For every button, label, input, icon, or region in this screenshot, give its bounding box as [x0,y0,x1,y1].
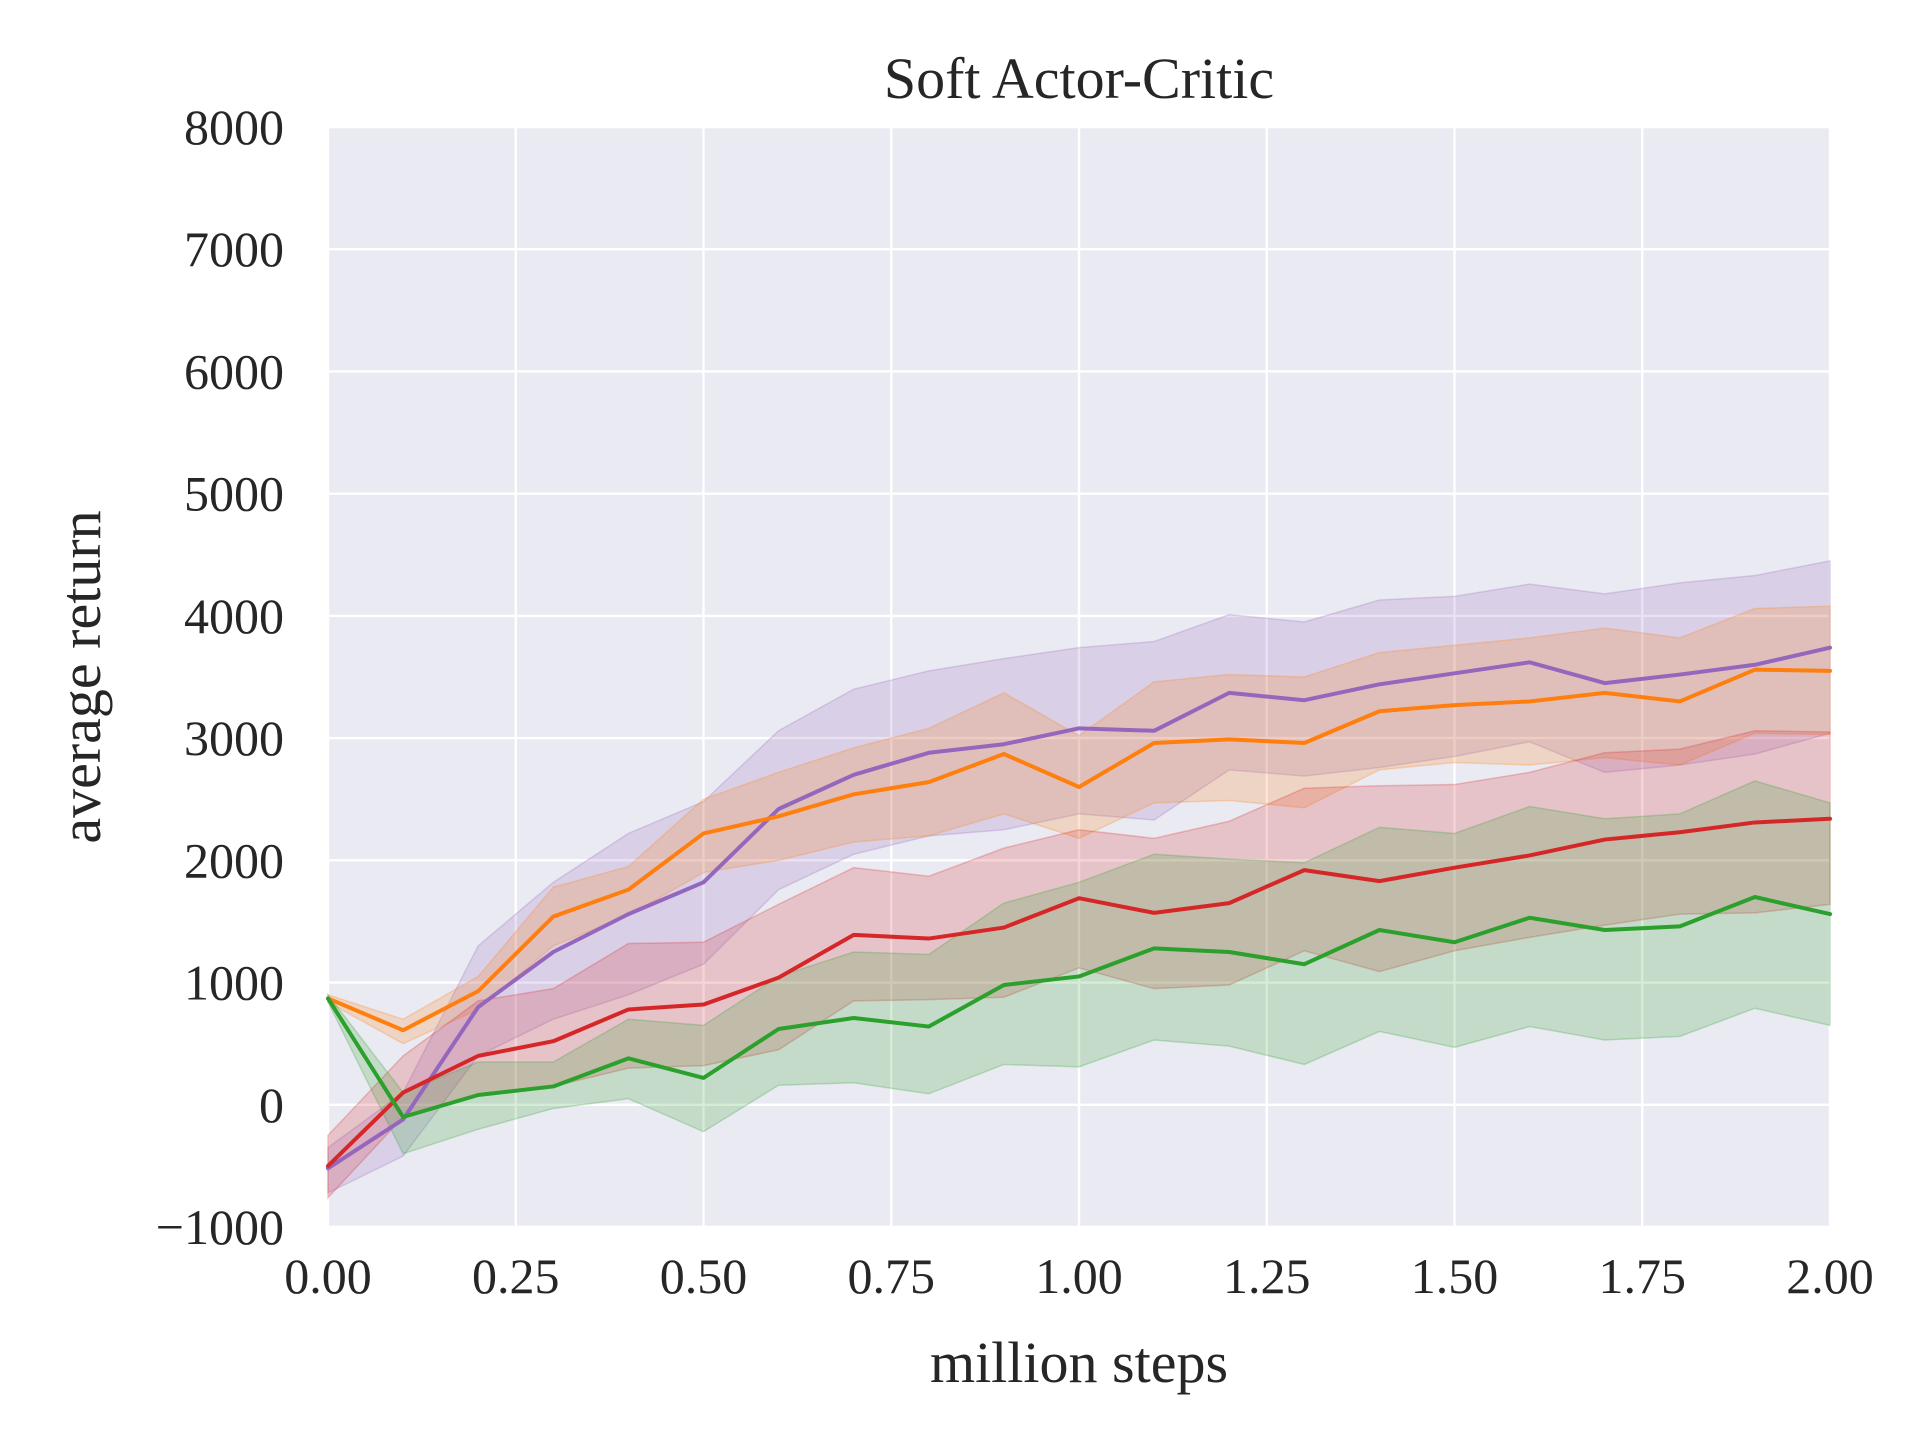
series-lines [326,645,1832,1171]
y-tick-label: 8000 [184,99,284,155]
x-tick-label: 0.00 [284,1248,372,1304]
series-line [326,816,1832,1168]
x-tick-label: 2.00 [1786,1248,1874,1304]
x-tick-label: 1.00 [1035,1248,1123,1304]
x-tick-labels: 0.00 0.25 0.50 0.75 1.00 1.25 1.50 1.75 2.00 [284,1248,1874,1304]
y-tick-label: 6000 [184,343,284,399]
y-tick-label: 3000 [184,710,284,766]
series-line [326,667,1832,1033]
chart-title: Soft Actor-Critic [884,46,1274,111]
confidence-band [327,780,1831,1155]
confidence-band [327,605,1831,1045]
x-tick-label: 1.50 [1411,1248,1499,1304]
y-tick-label: 1000 [184,955,284,1011]
y-tick-label: 5000 [184,466,284,522]
y-tick-label: 0 [259,1077,284,1133]
x-tick-label: 1.75 [1599,1248,1687,1304]
series-line [326,645,1832,1171]
x-axis-label: million steps [930,1330,1228,1395]
y-tick-label: 7000 [184,221,284,277]
series-line [326,895,1832,1119]
x-tick-label: 0.75 [848,1248,936,1304]
grid [326,125,1832,1229]
x-tick-label: 0.50 [660,1248,748,1304]
x-tick-label: 0.25 [472,1248,560,1304]
confidence-bands [327,559,1831,1200]
confidence-band [327,559,1831,1194]
y-tick-labels: −1000 0 1000 2000 3000 4000 5000 6000 7000 8000 [156,99,284,1255]
y-tick-label: 4000 [184,588,284,644]
x-tick-label: 1.25 [1223,1248,1311,1304]
y-tick-label: 2000 [184,832,284,888]
y-tick-label: −1000 [156,1199,284,1255]
confidence-band [327,730,1831,1200]
y-axis-label: average return [48,510,113,843]
